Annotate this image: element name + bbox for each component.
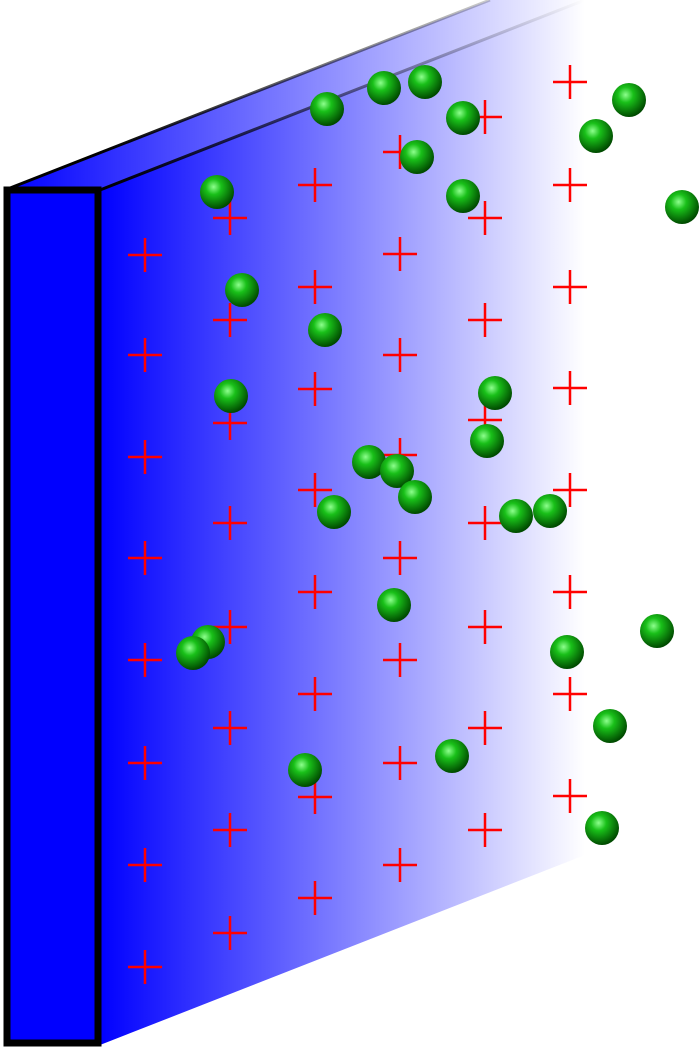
- green-particle: [470, 424, 504, 458]
- green-particle: [550, 635, 584, 669]
- green-particle: [352, 445, 386, 479]
- plus-charge: [383, 848, 417, 882]
- plus-charge: [468, 506, 502, 540]
- plus-charge: [213, 916, 247, 950]
- plus-charge: [553, 473, 587, 507]
- plate-top-face: [5, 0, 585, 190]
- plus-charge: [128, 238, 162, 272]
- green-particle: [225, 273, 259, 307]
- green-particle: [200, 175, 234, 209]
- green-particle: [398, 480, 432, 514]
- green-particle: [665, 190, 699, 224]
- green-particle: [408, 65, 442, 99]
- plus-charge: [128, 643, 162, 677]
- plus-charge: [383, 338, 417, 372]
- green-particle: [640, 614, 674, 648]
- green-particle: [317, 495, 351, 529]
- particles: [176, 65, 699, 845]
- green-particle: [533, 494, 567, 528]
- plus-charge: [298, 270, 332, 304]
- plus-charge: [298, 168, 332, 202]
- plus-charge: [383, 237, 417, 271]
- plus-charge: [553, 168, 587, 202]
- plus-charge: [383, 643, 417, 677]
- plus-charge: [128, 541, 162, 575]
- green-particle: [499, 499, 533, 533]
- plus-charge: [298, 780, 332, 814]
- plus-charge: [383, 541, 417, 575]
- plus-charge: [553, 779, 587, 813]
- green-particle: [310, 92, 344, 126]
- green-particle: [380, 454, 414, 488]
- green-particle: [478, 376, 512, 410]
- green-particle: [377, 588, 411, 622]
- green-particle: [400, 140, 434, 174]
- plus-charge: [128, 338, 162, 372]
- green-particle: [308, 313, 342, 347]
- green-particle: [579, 119, 613, 153]
- green-particle: [214, 379, 248, 413]
- plus-charge: [128, 746, 162, 780]
- plate-top-edge-back: [4, 0, 491, 192]
- plus-charge: [553, 677, 587, 711]
- green-particle: [585, 811, 619, 845]
- plus-charge: [298, 677, 332, 711]
- green-particle: [367, 71, 401, 105]
- plus-charge: [553, 65, 587, 99]
- plus-charge: [213, 303, 247, 337]
- green-particle: [446, 179, 480, 213]
- green-particle: [176, 636, 210, 670]
- plus-charge: [553, 575, 587, 609]
- plus-charge: [213, 201, 247, 235]
- green-particle: [593, 709, 627, 743]
- plus-charge: [383, 746, 417, 780]
- plus-charge: [468, 610, 502, 644]
- plus-charge: [468, 813, 502, 847]
- green-particle: [446, 101, 480, 135]
- plus-charge: [468, 201, 502, 235]
- plus-charge: [213, 711, 247, 745]
- plus-charge: [468, 711, 502, 745]
- plus-charge: [128, 848, 162, 882]
- plus-charge: [298, 575, 332, 609]
- plus-charge: [553, 270, 587, 304]
- plus-charge: [468, 303, 502, 337]
- plus-charge: [213, 506, 247, 540]
- plus-charge: [298, 473, 332, 507]
- plate-front-face: [3, 186, 102, 1047]
- green-particle: [612, 83, 646, 117]
- plus-charge: [213, 610, 247, 644]
- plus-charge: [298, 881, 332, 915]
- plate-top-edge-front: [99, 0, 586, 192]
- green-particle: [288, 753, 322, 787]
- plus-charge: [213, 813, 247, 847]
- plus-charge: [128, 950, 162, 984]
- green-particle: [435, 739, 469, 773]
- plus-charge: [553, 371, 587, 405]
- plus-charge: [298, 372, 332, 406]
- plus-charge: [128, 440, 162, 474]
